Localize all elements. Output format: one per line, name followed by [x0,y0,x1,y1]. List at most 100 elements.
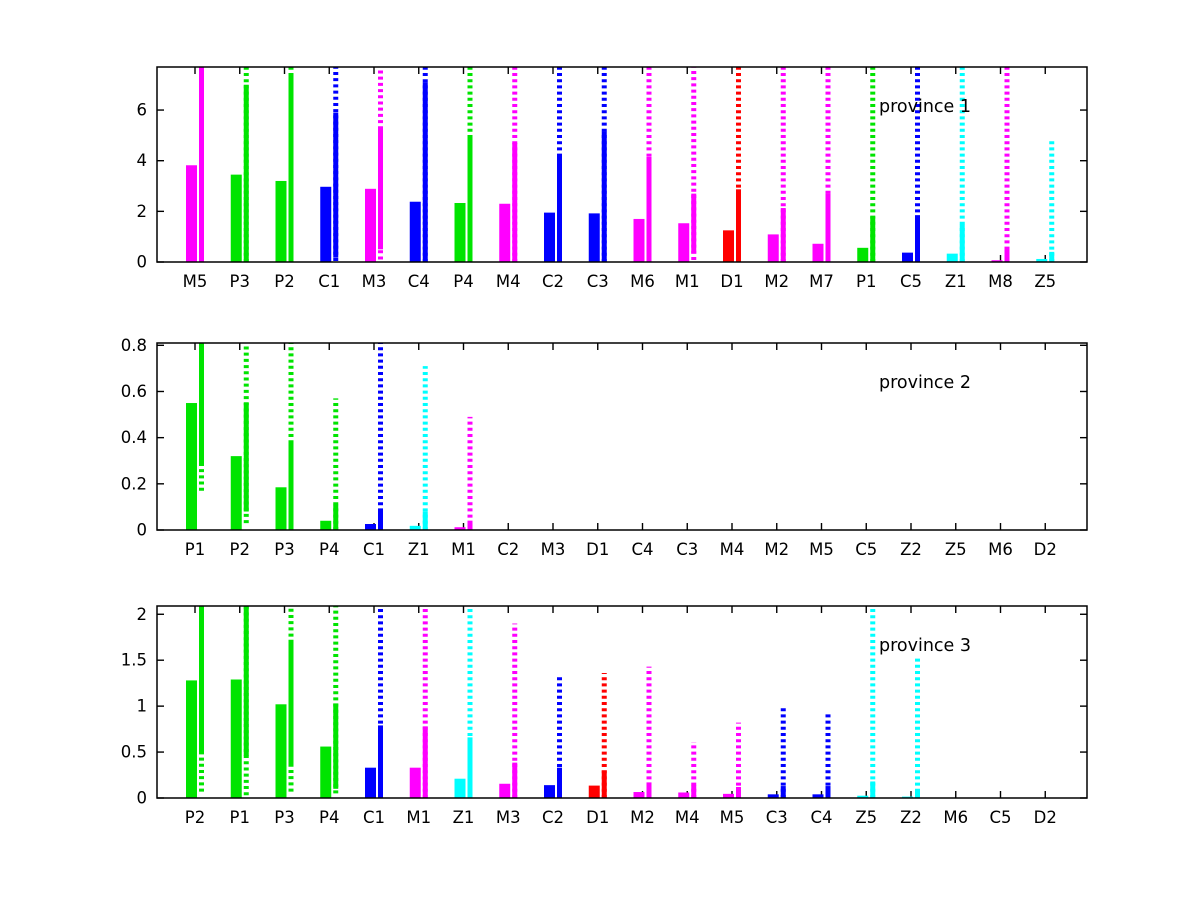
bar-C1 [320,186,332,262]
range-box-C3 [780,786,786,798]
x-tick-label: C1 [318,272,340,291]
x-tick-label: P3 [230,272,250,291]
range-box-Z1 [422,511,428,530]
range-box-C4 [422,82,428,263]
x-tick-label: C1 [363,808,385,827]
range-box-D1 [601,770,607,798]
x-tick-label: Z5 [855,808,877,827]
y-tick-label: 0.2 [121,474,147,493]
x-tick-label: D1 [720,272,743,291]
x-tick-label: D1 [586,540,609,559]
x-tick-label: P3 [274,808,294,827]
x-tick-label: C2 [542,808,564,827]
range-box-C3 [601,131,607,262]
range-box-P3 [288,442,294,530]
x-tick-label: C3 [587,272,609,291]
range-box-P2 [288,73,294,262]
x-tick-label: P2 [274,272,294,291]
x-tick-label: C4 [631,540,653,559]
x-tick-label: Z1 [945,272,967,291]
x-tick-label: C1 [363,540,385,559]
x-tick-label: P3 [274,540,294,559]
x-tick-label: M3 [362,272,387,291]
bar-C1 [365,523,376,530]
x-tick-label: M3 [541,540,566,559]
x-tick-label: C4 [408,272,430,291]
bar-M6 [633,218,645,262]
bar-D1 [723,230,734,262]
bar-M3 [499,783,511,798]
range-box-Z1 [467,737,473,798]
x-tick-label: P4 [453,272,473,291]
x-tick-label: C3 [766,808,788,827]
x-tick-label: M1 [451,540,476,559]
range-box-Z2 [915,790,920,798]
bar-C3 [767,794,779,798]
range-box-M7 [825,193,831,262]
x-tick-label: M5 [183,272,208,291]
y-tick-label: 0.6 [121,382,147,401]
x-tick-label: Z2 [900,540,922,559]
range-box-M5 [736,786,741,798]
range-box-M2 [646,782,652,798]
y-tick-label: 0.5 [121,743,147,762]
x-tick-label: M2 [764,540,789,559]
x-tick-label: C2 [497,540,519,559]
range-box-P1 [870,216,876,262]
bar-M5 [186,165,197,262]
x-tick-label: C5 [900,272,922,291]
subplot-1: 0 2 4 6 M5 P3 P2 C1 M3 C4 P4 M4 C2 C3 M6 M1 D1 M2 M7 P1 C5 Z1… [137,66,1088,291]
range-box-M4 [512,142,518,262]
x-tick-label: M1 [675,272,700,291]
x-tick-label: C3 [676,540,698,559]
x-tick-label: M2 [764,272,789,291]
y-tick-label: 6 [137,101,148,120]
x-tick-label: P1 [185,540,205,559]
axes-border [156,605,1088,799]
bar-P4 [320,520,332,530]
bar-M2 [767,234,779,262]
x-tick-label: M7 [809,272,834,291]
range-box-Z1 [959,224,965,262]
range-box-C1 [378,509,383,530]
x-tick-label: M3 [496,808,521,827]
y-tick-label: 4 [137,151,148,170]
range-box-P4 [333,504,339,530]
range-box-P4 [333,703,339,789]
range-box-P3 [243,84,249,263]
range-box-C2 [557,767,562,798]
x-tick-label: C2 [542,272,564,291]
range-box-Z5 [1049,251,1055,262]
axes-border [156,66,1088,263]
subplot-title: province 1 [879,97,971,117]
y-tick-label: 1 [137,697,148,716]
x-tick-label: D1 [586,808,609,827]
subplot-title: province 2 [879,373,971,393]
range-box-M4 [691,785,697,798]
bar-P2 [275,180,287,262]
x-tick-label: D2 [1034,808,1057,827]
axes-border [156,342,1088,531]
x-tick-label: C5 [855,540,877,559]
bar-M4 [499,203,511,262]
bar-Z1 [454,778,466,798]
x-tick-label: Z5 [1034,272,1056,291]
bar-M1 [409,767,421,798]
bar-C2 [544,212,555,262]
bar-P1 [186,403,197,530]
bar-C4 [409,201,421,262]
x-tick-label: M6 [988,540,1013,559]
bar-M7 [812,243,824,262]
x-tick-label: Z2 [900,808,922,827]
x-tick-label: P2 [185,808,205,827]
bar-Z5 [1036,258,1048,262]
x-tick-label: M2 [630,808,655,827]
range-box-M3 [378,127,383,250]
bar-Z5 [857,795,869,798]
bar-D1 [588,785,600,798]
range-box-C2 [557,154,562,262]
bar-P3 [230,174,242,262]
subplot-title: province 3 [879,636,971,656]
